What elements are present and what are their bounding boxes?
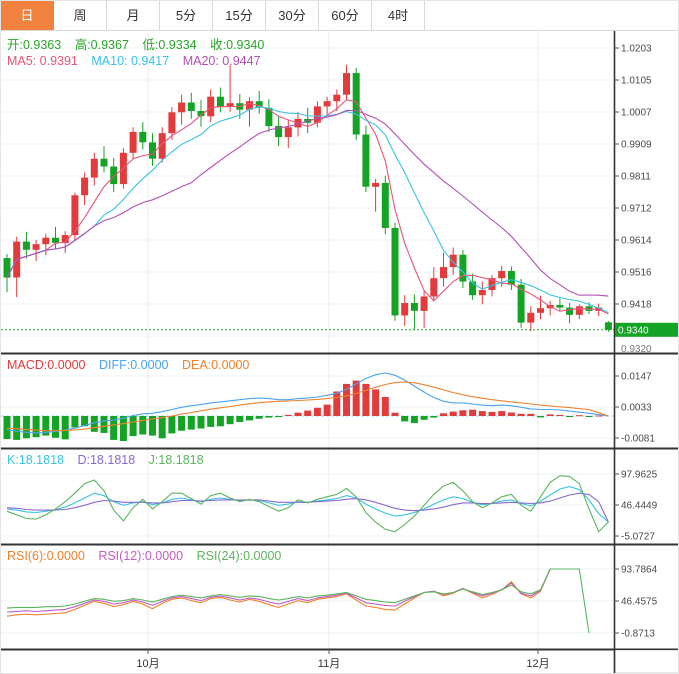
svg-text:1.0007: 1.0007 (621, 108, 652, 119)
tab-周[interactable]: 周 (54, 1, 107, 30)
d-line (6, 492, 609, 523)
tab-4时[interactable]: 4时 (372, 1, 425, 30)
svg-text:0.9712: 0.9712 (621, 204, 652, 215)
tab-日[interactable]: 日 (1, 1, 54, 30)
rsi-axis-labels: 93.7864 46.4575 -0.8713 (614, 565, 658, 640)
svg-text:1.0203: 1.0203 (621, 44, 652, 55)
svg-text:11月: 11月 (318, 658, 340, 670)
svg-text:12月: 12月 (526, 658, 549, 670)
svg-text:46.4449: 46.4449 (621, 501, 658, 512)
svg-text:0.9516: 0.9516 (621, 268, 652, 279)
x-axis-labels: 10月 11月 12月 (136, 649, 550, 670)
svg-text:0.9909: 0.9909 (621, 140, 652, 151)
price-axis-labels: 1.0203 1.0105 1.0007 0.9909 0.9811 0.9712 0.96… (614, 44, 652, 355)
period-tabbar: 日周月 5分 15分 30分 60分 4时 (1, 1, 678, 31)
chart-background (1, 31, 678, 673)
current-price-badge: 0.9340 (615, 322, 678, 337)
kdj-axis-labels: 97.9625 46.4449 -5.0727 (614, 470, 658, 543)
axis-corner-box (613, 648, 678, 673)
rsi6-line (6, 568, 580, 617)
svg-text:10月: 10月 (136, 658, 159, 670)
svg-text:0.0033: 0.0033 (621, 403, 652, 414)
svg-text:0.9614: 0.9614 (621, 236, 652, 247)
svg-text:0.9340: 0.9340 (618, 325, 649, 336)
candles (3, 64, 612, 332)
tab-15分[interactable]: 15分 (213, 1, 266, 30)
dea-line (6, 381, 609, 432)
svg-text:97.9625: 97.9625 (621, 470, 658, 481)
svg-text:46.4575: 46.4575 (621, 597, 658, 608)
tab-30分[interactable]: 30分 (266, 1, 319, 30)
macd-histogram (3, 380, 603, 441)
svg-text:0.9320: 0.9320 (621, 344, 652, 355)
rsi12-line (6, 568, 580, 613)
ma10-line (6, 106, 609, 314)
svg-text:0.9811: 0.9811 (621, 172, 651, 183)
tab-60分[interactable]: 60分 (319, 1, 372, 30)
diff-line (6, 372, 609, 434)
candlestick-chart[interactable]: 1.0203 1.0105 1.0007 0.9909 0.9811 0.9712 0.96… (1, 31, 679, 674)
svg-text:-5.0727: -5.0727 (621, 532, 655, 543)
tab-5分[interactable]: 5分 (160, 1, 213, 30)
j-line (6, 475, 609, 533)
rsi24-line (6, 568, 590, 634)
svg-text:93.7864: 93.7864 (621, 565, 658, 576)
svg-text:1.0105: 1.0105 (621, 76, 652, 87)
tab-月[interactable]: 月 (107, 1, 160, 30)
ma5-line (6, 99, 609, 315)
ma20-line (6, 109, 609, 297)
svg-text:0.0147: 0.0147 (621, 372, 652, 383)
svg-text:-0.0081: -0.0081 (621, 434, 655, 445)
svg-text:-0.8713: -0.8713 (621, 629, 655, 640)
macd-axis-labels: 0.0147 0.0033 -0.0081 (614, 372, 655, 445)
svg-text:0.9418: 0.9418 (621, 300, 652, 311)
